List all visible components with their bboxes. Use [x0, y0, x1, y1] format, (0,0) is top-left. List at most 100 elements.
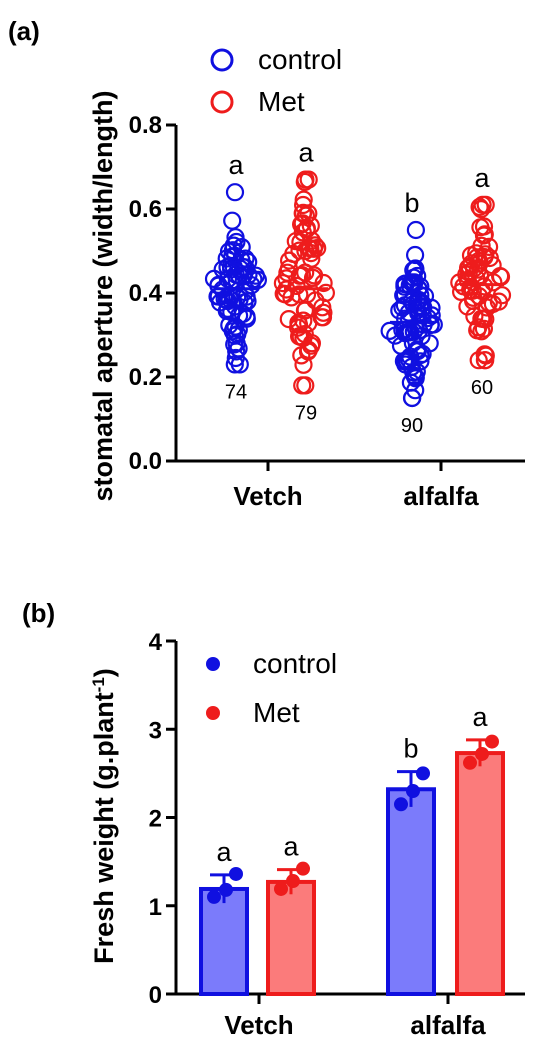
- legend-control-marker: [210, 48, 234, 72]
- panel-a-label: (a): [8, 16, 40, 46]
- data-point: [395, 296, 414, 315]
- legend-control-label: control: [258, 44, 342, 75]
- data-point: [475, 746, 489, 761]
- x-tick-label: alfalfa: [410, 1010, 486, 1040]
- data-point: [207, 889, 221, 904]
- data-point: [227, 342, 246, 361]
- data-point: [313, 298, 332, 317]
- significance-letter: b: [403, 734, 418, 764]
- data-point: [406, 784, 420, 799]
- data-point: [294, 311, 313, 330]
- data-point: [225, 183, 245, 202]
- sample-size-label: 74: [225, 381, 247, 403]
- y-tick-label: 3: [149, 717, 162, 744]
- data-point: [411, 352, 430, 371]
- sample-size-label: 90: [401, 415, 423, 437]
- data-point: [463, 281, 482, 300]
- bar: [199, 886, 249, 996]
- y-tick-label: 2: [149, 806, 162, 833]
- data-point: [302, 231, 321, 250]
- bar: [386, 787, 436, 997]
- y-tick-label: 1: [149, 894, 162, 921]
- data-point: [480, 237, 499, 256]
- data-point: [235, 282, 254, 302]
- data-point: [231, 259, 250, 278]
- panel-b-legend: control Met: [206, 648, 337, 728]
- data-point: [459, 263, 478, 282]
- data-point: [476, 195, 495, 214]
- data-point: [406, 245, 425, 265]
- y-tick-label: 0.8: [129, 112, 162, 139]
- data-point: [237, 307, 256, 326]
- data-point: [463, 755, 477, 770]
- data-point: [386, 326, 405, 345]
- data-point: [462, 254, 481, 273]
- data-point: [297, 219, 316, 238]
- data-point: [296, 861, 310, 876]
- data-point: [296, 376, 315, 395]
- legend-met-label: Met: [258, 86, 305, 117]
- significance-letter: a: [283, 832, 299, 862]
- significance-letter: b: [404, 188, 419, 218]
- data-point: [295, 301, 314, 320]
- data-point: [468, 248, 487, 267]
- data-point: [485, 734, 499, 749]
- data-point: [274, 881, 288, 896]
- legend-control-dot: [206, 657, 220, 671]
- significance-letter: a: [216, 837, 232, 867]
- sample-size-label: 79: [295, 402, 317, 424]
- panel-b-y-axis-label-end: ): [89, 668, 119, 677]
- data-point: [313, 308, 333, 327]
- data-point: [400, 276, 419, 295]
- data-point: [491, 267, 510, 286]
- data-point: [279, 310, 298, 329]
- x-tick-label: alfalfa: [403, 481, 479, 511]
- data-point: [223, 211, 242, 230]
- data-point: [295, 172, 314, 191]
- data-point: [280, 251, 299, 270]
- data-point: [414, 298, 433, 317]
- bar: [266, 879, 316, 996]
- data-point: [314, 273, 333, 293]
- data-point: [287, 276, 306, 295]
- data-point: [472, 200, 491, 219]
- x-tick-label: Vetch: [224, 1010, 293, 1040]
- data-point: [218, 299, 237, 318]
- y-tick-label: 0.4: [129, 280, 163, 307]
- significance-letter: a: [474, 163, 490, 193]
- data-point: [398, 352, 417, 371]
- panel-a-data: a 74 a 79 b 90 a 60: [204, 138, 512, 437]
- legend-met-label: Met: [253, 697, 300, 728]
- significance-letter: a: [298, 138, 314, 168]
- data-point: [274, 284, 293, 303]
- legend-met-marker: [210, 90, 234, 114]
- significance-letter: a: [472, 702, 488, 732]
- data-point: [218, 292, 238, 311]
- data-point: [286, 874, 300, 889]
- panel-b: (b) Fresh weight (g.plant-1) control Met…: [22, 598, 525, 1040]
- panel-b-data: a b a a: [199, 702, 505, 997]
- significance-letter: a: [228, 150, 244, 180]
- y-tick-label: 0: [149, 982, 162, 1009]
- legend-met-dot: [206, 706, 220, 720]
- data-point: [468, 321, 487, 340]
- data-point: [228, 325, 247, 344]
- data-point: [474, 217, 494, 236]
- y-tick-label: 0.0: [129, 448, 162, 475]
- y-tick-label: 0.2: [129, 364, 162, 391]
- data-point: [219, 882, 233, 897]
- data-point: [296, 241, 315, 260]
- panel-a: (a) stomatal aperture (width/length) con…: [8, 16, 525, 511]
- panel-b-y-axis-label-main: Fresh weight (g.plant: [89, 692, 119, 964]
- data-point: [290, 266, 309, 285]
- data-point: [480, 248, 499, 268]
- data-point: [229, 866, 243, 881]
- bar: [455, 751, 505, 997]
- data-point: [475, 351, 494, 370]
- data-point: [394, 797, 408, 812]
- x-tick-label: Vetch: [233, 481, 302, 511]
- data-point: [413, 344, 432, 364]
- data-point: [406, 220, 425, 240]
- data-point: [464, 288, 483, 307]
